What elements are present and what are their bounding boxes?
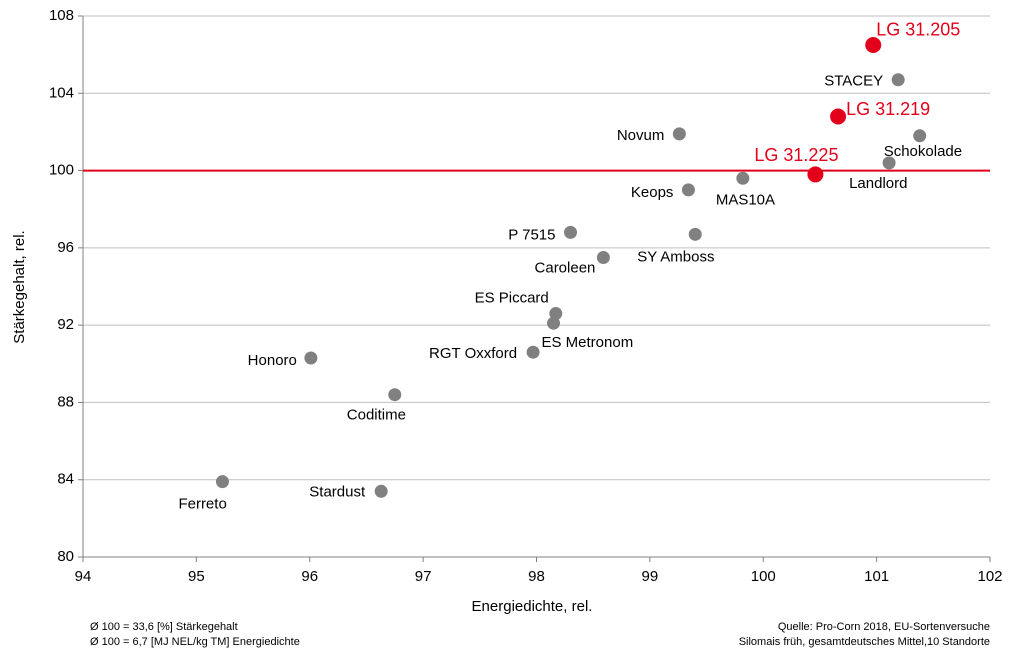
point-label: MAS10A bbox=[716, 191, 775, 208]
point-label: ES Piccard bbox=[475, 290, 549, 307]
point-label: Stardust bbox=[309, 483, 366, 500]
note: Ø 100 = 6,7 [MJ NEL/kg TM] Energiedichte bbox=[90, 636, 300, 648]
x-axis-label: Energiedichte, rel. bbox=[472, 598, 593, 615]
point-label: RGT Oxxford bbox=[429, 345, 517, 362]
point bbox=[736, 171, 750, 185]
point-label: Novum bbox=[617, 127, 665, 144]
y-tick-label: 92 bbox=[57, 316, 74, 333]
point bbox=[681, 183, 695, 197]
point bbox=[688, 227, 702, 241]
y-tick-label: 100 bbox=[49, 162, 74, 179]
y-tick-label: 84 bbox=[57, 471, 74, 488]
y-axis-label: Stärkegehalt, rel. bbox=[11, 230, 28, 343]
x-tick-label: 100 bbox=[751, 568, 776, 585]
x-tick-label: 102 bbox=[977, 568, 1002, 585]
point-label: Landlord bbox=[849, 175, 907, 192]
point bbox=[596, 251, 610, 265]
y-tick-label: 88 bbox=[57, 393, 74, 410]
point-label: LG 31.219 bbox=[846, 99, 930, 119]
point-label: STACEY bbox=[824, 73, 883, 90]
point bbox=[882, 156, 896, 170]
x-tick-label: 99 bbox=[642, 568, 659, 585]
point-label: LG 31.205 bbox=[876, 20, 960, 40]
x-tick-label: 95 bbox=[188, 568, 205, 585]
note: Quelle: Pro-Corn 2018, EU-Sortenversuche bbox=[778, 621, 990, 633]
point-label: Schokolade bbox=[884, 143, 962, 160]
point bbox=[526, 345, 540, 359]
point-label: Ferreto bbox=[178, 496, 226, 513]
point-label: SY Amboss bbox=[637, 248, 714, 265]
y-tick-label: 80 bbox=[57, 548, 74, 565]
x-tick-label: 96 bbox=[301, 568, 318, 585]
point-label: LG 31.225 bbox=[754, 145, 838, 165]
point-label: Caroleen bbox=[535, 259, 596, 276]
point-label: P 7515 bbox=[508, 226, 555, 243]
point bbox=[564, 225, 578, 239]
point-label: Coditime bbox=[347, 407, 406, 424]
note: Ø 100 = 33,6 [%] Stärkegehalt bbox=[90, 621, 238, 633]
point-label: Honoro bbox=[248, 352, 297, 369]
x-tick-label: 94 bbox=[75, 568, 92, 585]
point bbox=[374, 484, 388, 498]
point-label: Keops bbox=[631, 184, 674, 201]
point bbox=[913, 129, 927, 143]
point bbox=[891, 73, 905, 87]
x-tick-label: 97 bbox=[415, 568, 432, 585]
point bbox=[807, 166, 824, 183]
point bbox=[388, 388, 402, 402]
point bbox=[830, 108, 847, 125]
note: Silomais früh, gesamtdeutsches Mittel,10… bbox=[739, 636, 990, 648]
point bbox=[215, 475, 229, 489]
point-label: ES Metronom bbox=[542, 334, 634, 351]
point bbox=[865, 36, 882, 53]
y-tick-label: 104 bbox=[49, 84, 74, 101]
x-tick-label: 101 bbox=[864, 568, 889, 585]
point bbox=[547, 316, 561, 330]
x-tick-label: 98 bbox=[528, 568, 545, 585]
point bbox=[304, 351, 318, 365]
y-tick-label: 108 bbox=[49, 7, 74, 24]
point bbox=[672, 127, 686, 141]
y-tick-label: 96 bbox=[57, 239, 74, 256]
